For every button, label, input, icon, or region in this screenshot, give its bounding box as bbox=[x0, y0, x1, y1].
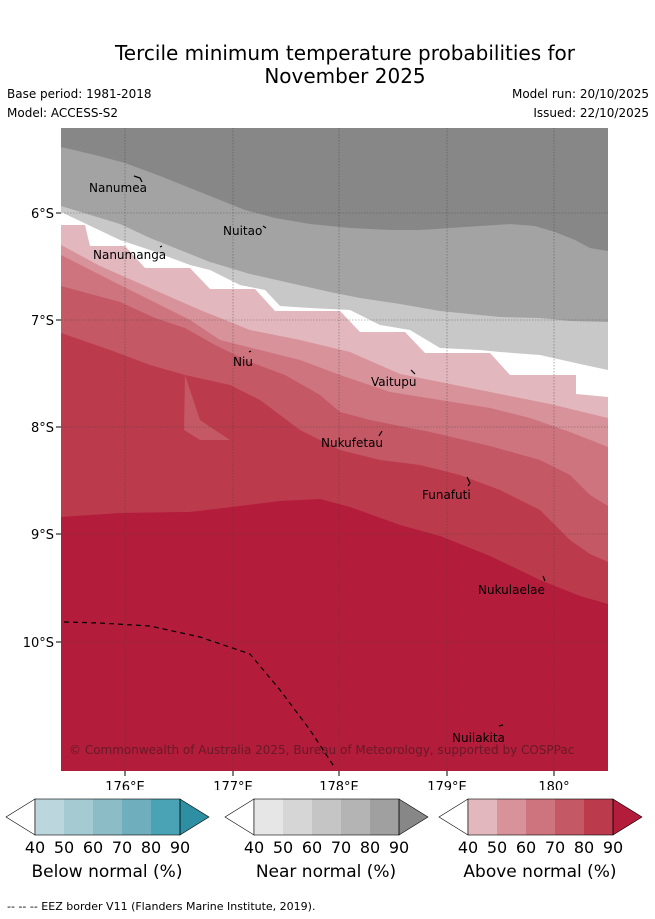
colorbar-segment bbox=[64, 799, 93, 835]
colorbar-segment bbox=[122, 799, 151, 835]
place-nukufetau: Nukufetau bbox=[321, 436, 383, 450]
colorbar-tick-label: 40 bbox=[25, 838, 45, 855]
lon-label-178e: 178°E bbox=[319, 780, 359, 790]
island-nuitao bbox=[262, 225, 267, 229]
colorbar-segment bbox=[497, 799, 526, 835]
colorbar-min-arrow bbox=[5, 798, 36, 836]
place-nuitao: Nuitao bbox=[223, 224, 262, 238]
lon-label-179e: 179°E bbox=[427, 780, 467, 790]
colorbar-segment bbox=[555, 799, 584, 835]
colorbar-segment bbox=[312, 799, 341, 835]
lat-label-8s: 8°S bbox=[31, 421, 54, 436]
model-name: Model: ACCESS-S2 bbox=[7, 106, 119, 120]
colorbar-near: 40 50 60 70 80 90 bbox=[224, 798, 429, 855]
place-funafuti: Funafuti bbox=[422, 488, 471, 502]
place-nanumea: Nanumea bbox=[89, 181, 147, 195]
island-nukufetau bbox=[378, 430, 383, 437]
colorbar-tick-label: 90 bbox=[389, 838, 409, 855]
colorbar-tick-label: 60 bbox=[83, 838, 103, 855]
colorbar-min-arrow bbox=[438, 798, 469, 836]
colorbar-tick-label: 50 bbox=[54, 838, 74, 855]
place-nanumanga: Nanumanga bbox=[93, 248, 166, 262]
colorbar-segment bbox=[584, 799, 613, 835]
colorbar-segment bbox=[151, 799, 180, 835]
colorbar-tick-label: 80 bbox=[574, 838, 594, 855]
colorbar-segment bbox=[93, 799, 122, 835]
island-niu bbox=[248, 350, 252, 353]
colorbar-above-label: Above normal (%) bbox=[463, 862, 617, 882]
model-run: Model run: 20/10/2025 bbox=[511, 87, 649, 101]
colorbar-segment bbox=[468, 799, 497, 835]
issued-date: Issued: 22/10/2025 bbox=[533, 106, 649, 120]
colorbar-tick-label: 40 bbox=[244, 838, 264, 855]
place-vaitupu: Vaitupu bbox=[371, 375, 417, 389]
colorbar-segment bbox=[526, 799, 555, 835]
colorbar-segment bbox=[254, 799, 283, 835]
colorbar-below-label: Below normal (%) bbox=[31, 862, 183, 882]
lat-label-7s: 7°S bbox=[31, 314, 54, 329]
near-60-band bbox=[61, 128, 608, 251]
eez-border bbox=[63, 621, 336, 769]
island-nanumea bbox=[133, 175, 143, 183]
colorbar-tick-label: 40 bbox=[458, 838, 478, 855]
colorbar-tick-label: 70 bbox=[112, 838, 132, 855]
colorbar-tick-label: 90 bbox=[603, 838, 623, 855]
title-line-1: Tercile minimum temperature probabilitie… bbox=[114, 41, 576, 65]
title-line-2: November 2025 bbox=[264, 64, 426, 88]
island-nanumanga bbox=[159, 245, 163, 248]
colorbar-segment bbox=[35, 799, 64, 835]
place-nukulaelae: Nukulaelae bbox=[478, 583, 545, 597]
colorbar-tick-label: 60 bbox=[516, 838, 536, 855]
base-period: Base period: 1981-2018 bbox=[7, 87, 152, 101]
above-70-inlet bbox=[184, 375, 230, 440]
place-niu: Niu bbox=[233, 355, 253, 369]
island-nukulaelae bbox=[542, 575, 546, 582]
place-nuilakita: Nuilakita bbox=[452, 731, 505, 745]
colorbar-tick-label: 50 bbox=[273, 838, 293, 855]
lat-label-6s: 6°S bbox=[31, 207, 54, 222]
colorbar-below: 40 50 60 70 80 90 bbox=[5, 798, 210, 855]
colorbar-tick-label: 50 bbox=[487, 838, 507, 855]
colorbar-max-arrow bbox=[179, 798, 210, 836]
colorbar-tick-label: 80 bbox=[141, 838, 161, 855]
island-funafuti bbox=[466, 476, 471, 487]
colorbar-tick-label: 80 bbox=[360, 838, 380, 855]
colorbar-segment bbox=[341, 799, 370, 835]
probability-map: Nanumea Nuitao Nanumanga Niu Vaitupu Nuk… bbox=[23, 128, 608, 790]
lat-label-10s: 10°S bbox=[23, 636, 54, 651]
colorbar-max-arrow bbox=[398, 798, 429, 836]
island-nuilakita bbox=[498, 724, 504, 727]
colorbar-above: 40 50 60 70 80 90 bbox=[438, 798, 643, 855]
eez-footnote: -- -- -- EEZ border V11 (Flanders Marine… bbox=[7, 900, 316, 913]
colorbar-segment bbox=[283, 799, 312, 835]
lon-label-177e: 177°E bbox=[213, 780, 253, 790]
colorbar-tick-label: 70 bbox=[331, 838, 351, 855]
colorbar-min-arrow bbox=[224, 798, 255, 836]
lon-label-180: 180° bbox=[538, 780, 569, 790]
colorbar-tick-label: 90 bbox=[170, 838, 190, 855]
lat-label-9s: 9°S bbox=[31, 528, 54, 543]
island-vaitupu bbox=[410, 369, 416, 375]
copyright: © Commonwealth of Australia 2025, Bureau… bbox=[69, 743, 574, 757]
lon-label-176e: 176°E bbox=[105, 780, 145, 790]
colorbar-segment bbox=[370, 799, 399, 835]
colorbar-near-label: Near normal (%) bbox=[255, 862, 397, 882]
colorbar-tick-label: 60 bbox=[302, 838, 322, 855]
colorbar-tick-label: 70 bbox=[545, 838, 565, 855]
colorbar-max-arrow bbox=[612, 798, 643, 836]
